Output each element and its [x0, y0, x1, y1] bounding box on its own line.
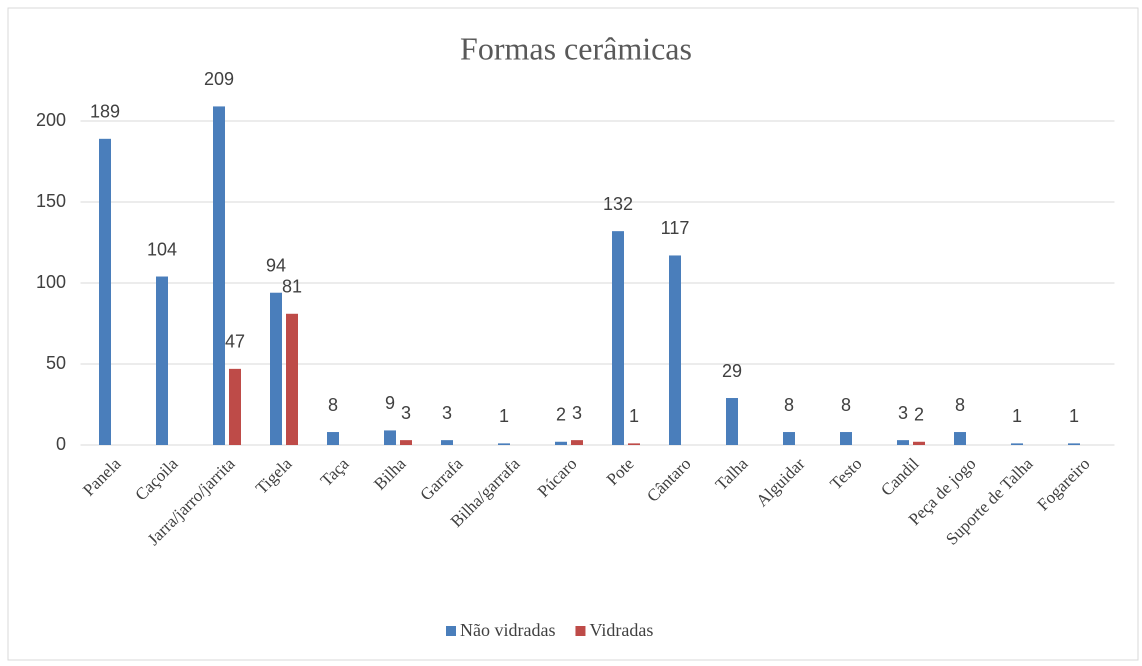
bar	[270, 292, 282, 445]
bar	[954, 432, 966, 445]
bar	[156, 276, 168, 445]
data-label: 3	[442, 403, 452, 423]
data-label: 104	[147, 239, 177, 259]
data-label: 3	[898, 403, 908, 423]
data-label: 29	[722, 361, 742, 381]
data-label: 209	[204, 69, 234, 89]
bar	[897, 440, 909, 445]
y-tick-label: 50	[46, 353, 66, 373]
y-tick-label: 200	[36, 110, 66, 130]
data-label: 8	[955, 395, 965, 415]
data-label: 1	[499, 406, 509, 426]
data-label: 8	[328, 395, 338, 415]
bar	[286, 313, 298, 445]
legend-label: Vidradas	[589, 620, 653, 640]
bar	[327, 432, 339, 445]
data-label: 8	[784, 395, 794, 415]
data-label: 1	[1012, 406, 1022, 426]
bar	[783, 432, 795, 445]
data-label: 2	[556, 405, 566, 425]
data-label: 189	[90, 102, 120, 122]
data-label: 3	[572, 403, 582, 423]
chart-border	[7, 7, 1139, 661]
data-label: 117	[661, 218, 690, 238]
bar	[400, 440, 412, 445]
bar	[913, 441, 925, 445]
data-label: 3	[401, 403, 411, 423]
bar	[571, 440, 583, 445]
bar	[669, 255, 681, 445]
bar	[726, 398, 738, 445]
legend-label: Não vidradas	[460, 620, 555, 640]
bar	[612, 231, 624, 445]
data-label: 132	[603, 194, 633, 214]
bar	[840, 432, 852, 445]
y-tick-label: 150	[36, 191, 66, 211]
legend-swatch	[446, 626, 456, 636]
data-label: 47	[225, 332, 245, 352]
bar	[1068, 443, 1080, 445]
legend-swatch	[575, 626, 586, 636]
bar	[99, 138, 111, 445]
data-label: 2	[914, 405, 924, 425]
bar	[229, 368, 241, 445]
data-label: 81	[282, 277, 302, 297]
bar	[441, 440, 453, 445]
bar	[498, 443, 510, 445]
chart-title: Formas cerâmicas	[460, 30, 692, 66]
data-label: 1	[629, 406, 639, 426]
bar	[555, 441, 567, 445]
data-label: 1	[1069, 406, 1079, 426]
data-label: 8	[841, 395, 851, 415]
bar	[213, 106, 225, 446]
bar	[384, 430, 396, 445]
bar	[628, 443, 640, 445]
y-tick-label: 0	[56, 434, 66, 454]
data-label: 94	[266, 255, 286, 275]
bar	[1011, 443, 1023, 445]
data-label: 9	[385, 393, 395, 413]
y-tick-label: 100	[36, 272, 66, 292]
